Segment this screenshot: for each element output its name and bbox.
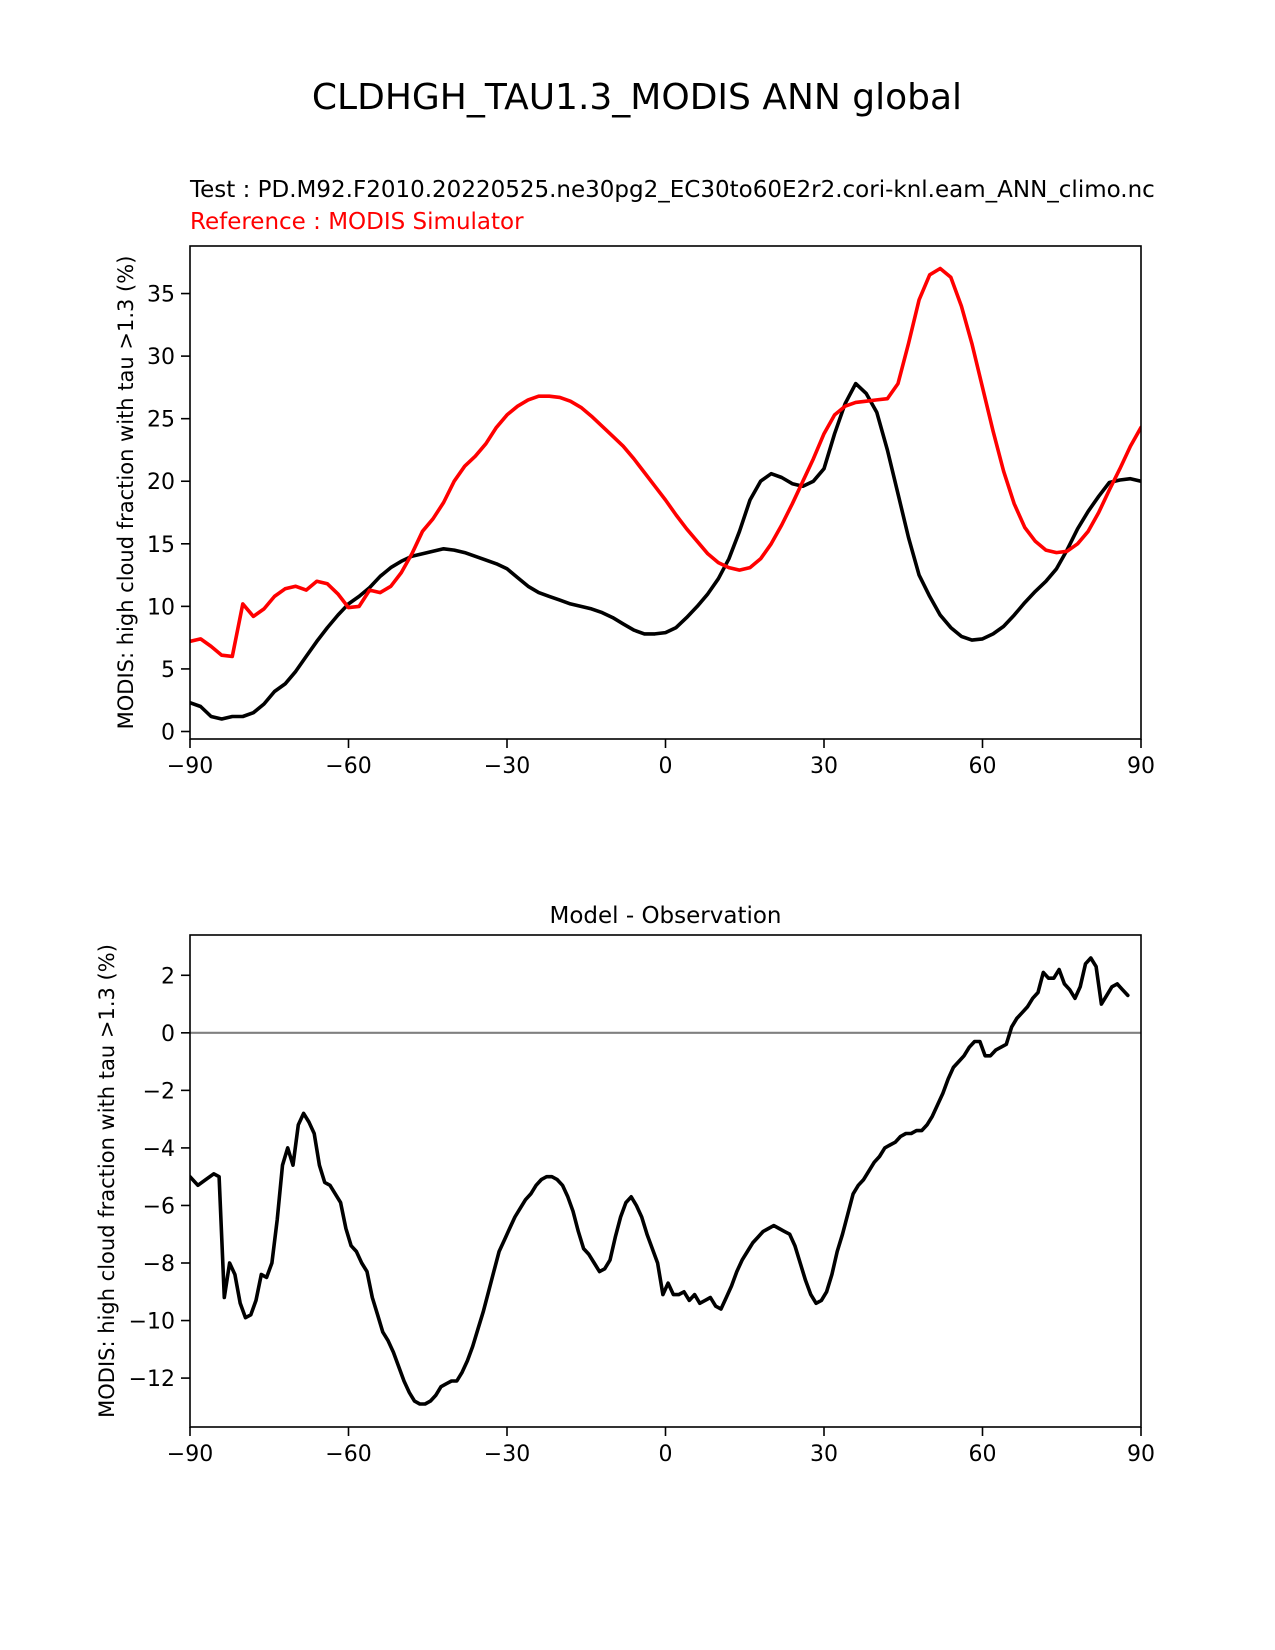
x-tick-label: −30	[484, 754, 530, 779]
y-tick-label: −2	[143, 1079, 175, 1104]
x-tick-label: 0	[659, 1442, 673, 1467]
x-tick-label: −90	[167, 1442, 213, 1467]
y-tick-label: 20	[147, 470, 175, 495]
y-tick-label: 2	[161, 964, 175, 989]
test-series-line	[190, 381, 1141, 721]
y-tick-label: −10	[129, 1310, 175, 1335]
difference-series-line	[190, 956, 1130, 1406]
panel-title: Model - Observation	[549, 903, 781, 929]
x-tick-label: 60	[969, 754, 997, 779]
y-tick-label: 30	[147, 345, 175, 370]
y-tick-label: 15	[147, 533, 175, 558]
axes-frame	[189, 245, 1142, 740]
test-label: Test : PD.M92.F2010.20220525.ne30pg2_EC3…	[189, 177, 1155, 203]
x-tick-label: 30	[810, 1442, 838, 1467]
lower-panel: −90 −60 −30 0 30 60 90 −12 −10 −8 −6 −4 −2 0 2 MODIS: h…	[95, 903, 1155, 1467]
upper-panel: −90 −60 −30 0 30 60 90 0 5 10 15 20 25 30 35 MODIS: hig…	[114, 245, 1155, 779]
y-tick-label: 10	[147, 595, 175, 620]
y-tick-label: 35	[147, 283, 175, 308]
x-tick-label: 90	[1127, 1442, 1155, 1467]
y-tick-label: −12	[129, 1367, 175, 1392]
y-tick-label: −6	[143, 1194, 175, 1219]
y-tick-label: −4	[143, 1137, 175, 1162]
x-tick-label: −90	[167, 754, 213, 779]
x-tick-label: −60	[325, 1442, 371, 1467]
y-axis-label: MODIS: high cloud fraction with tau >1.3…	[95, 944, 119, 1418]
y-axis-label: MODIS: high cloud fraction with tau >1.3…	[114, 256, 138, 730]
y-tick-label: 25	[147, 408, 175, 433]
x-tick-label: 30	[810, 754, 838, 779]
figure-title: CLDHGH_TAU1.3_MODIS ANN global	[312, 77, 962, 118]
x-tick-label: 0	[659, 754, 673, 779]
y-tick-label: 0	[161, 720, 175, 745]
x-tick-label: −30	[484, 1442, 530, 1467]
reference-series-line	[190, 266, 1141, 659]
y-tick-label: −8	[143, 1252, 175, 1277]
reference-label: Reference : MODIS Simulator	[190, 209, 524, 235]
axes-frame	[189, 934, 1142, 1428]
x-tick-label: −60	[325, 754, 371, 779]
x-tick-label: 60	[969, 1442, 997, 1467]
x-tick-label: 90	[1127, 754, 1155, 779]
y-tick-label: 5	[161, 658, 175, 683]
y-tick-label: 0	[161, 1022, 175, 1047]
